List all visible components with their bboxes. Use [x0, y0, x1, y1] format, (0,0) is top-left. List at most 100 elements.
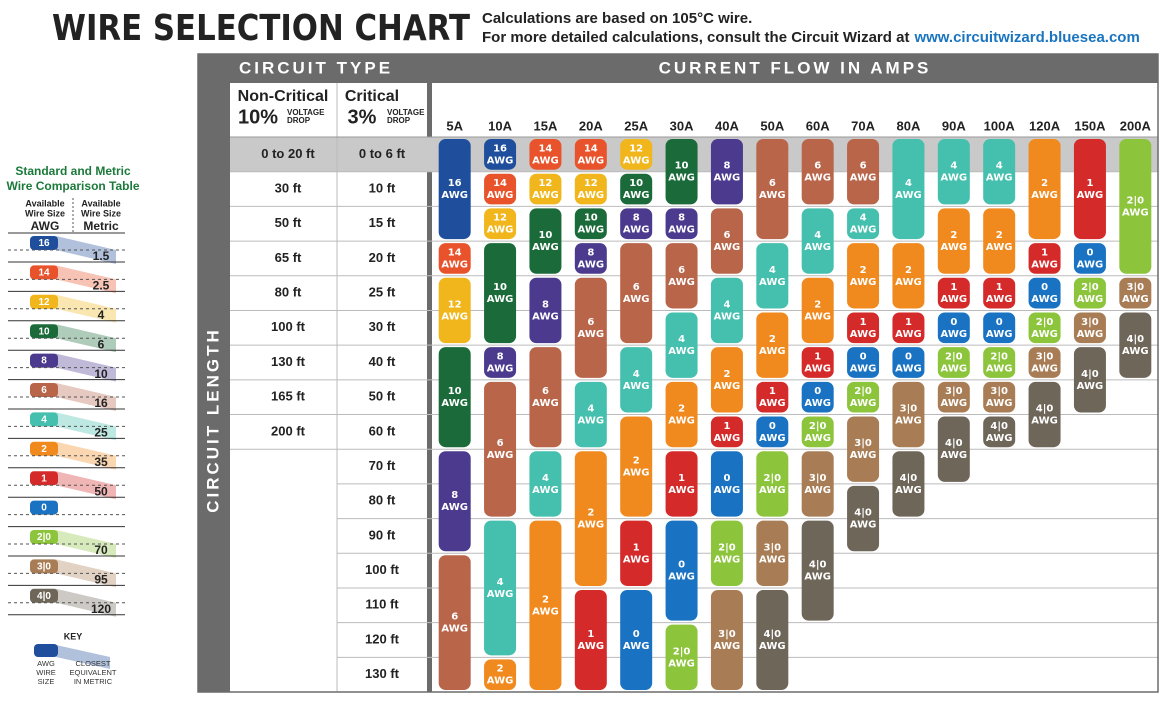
wire-pill: [1073, 243, 1106, 274]
wire-pill: [484, 520, 517, 656]
wire-gauge: 2: [542, 594, 549, 605]
wire-unit: AWG: [623, 294, 650, 305]
voltage-drop: 3%: [348, 106, 377, 128]
wire-gauge: 8: [587, 247, 594, 258]
length: 25 ft: [369, 285, 396, 300]
wire-pill: [1028, 243, 1061, 274]
legend-awg: 2|0: [37, 532, 51, 543]
wire-pill: [756, 312, 789, 378]
wire-pill: [801, 381, 834, 413]
wire-pill: [937, 416, 970, 482]
length: 40 ft: [369, 354, 396, 369]
wire-unit: AWG: [986, 173, 1013, 184]
length: 0 to 20 ft: [261, 146, 315, 161]
wire-unit: AWG: [668, 658, 695, 669]
wire-pill: [937, 347, 970, 378]
wire-gauge: 12: [538, 178, 552, 189]
wire-gauge: 10: [448, 386, 462, 397]
legend-pill: [30, 588, 58, 603]
wire-unit: AWG: [623, 381, 650, 392]
wire-gauge: 4: [769, 265, 776, 276]
legend-metric: 120: [91, 602, 111, 616]
legend-awg: 6: [41, 385, 47, 396]
amp-label: 150A: [1074, 118, 1106, 133]
legend-metric: 25: [94, 426, 108, 440]
wire-unit: AWG: [895, 329, 922, 340]
wire-gauge: 4: [996, 161, 1003, 172]
header-band: [198, 54, 427, 83]
wire-unit: AWG: [714, 554, 741, 565]
wire-unit: AWG: [714, 381, 741, 392]
link[interactable]: www.circuitwizard.bluesea.com: [913, 29, 1139, 46]
wire-pill: [710, 416, 743, 448]
length: 60 ft: [369, 423, 396, 438]
legend-pill: [30, 236, 58, 250]
wire-unit: AWG: [895, 190, 922, 201]
wire-unit: AWG: [532, 606, 559, 617]
wire-unit: AWG: [1031, 259, 1058, 270]
wire-unit: AWG: [895, 277, 922, 288]
wire-unit: AWG: [804, 485, 831, 496]
wire-pill: [438, 277, 471, 344]
length: 50 ft: [369, 389, 396, 404]
wire-unit: AWG: [578, 520, 605, 531]
legend-header: Wire Size: [81, 208, 121, 218]
wire-gauge: 8: [678, 213, 685, 224]
wire-gauge: 4: [587, 404, 594, 415]
wire-pill: [710, 208, 743, 274]
length: 70 ft: [369, 458, 396, 473]
wire-gauge: 1: [587, 629, 594, 640]
legend-awg: 2: [41, 444, 47, 455]
wire-pill: [665, 312, 698, 378]
amp-label: 80A: [897, 118, 921, 133]
legend-awg: 12: [38, 297, 50, 308]
wire-unit: AWG: [1031, 363, 1058, 374]
wire-unit: AWG: [668, 277, 695, 288]
wire-gauge: 4: [678, 334, 685, 345]
wire-pill: [801, 208, 834, 274]
wire-pill: [1073, 139, 1106, 240]
wire-unit: AWG: [1031, 190, 1058, 201]
wire-pill: [529, 208, 562, 274]
wire-unit: AWG: [714, 641, 741, 652]
length: 130 ft: [365, 666, 400, 681]
key-text: IN METRIC: [74, 677, 113, 686]
wire-pill: [438, 451, 471, 552]
wire-gauge: 2|0: [854, 386, 872, 397]
wire-gauge: 0: [1086, 247, 1093, 258]
amp-label: 20A: [579, 118, 603, 133]
wire-unit: AWG: [532, 242, 559, 253]
wire-gauge: 8: [451, 490, 458, 501]
wire-unit: AWG: [850, 277, 877, 288]
wire-unit: AWG: [1031, 329, 1058, 340]
wire-gauge: 10: [675, 161, 689, 172]
wire-pill: [710, 139, 743, 205]
length: 15 ft: [369, 215, 396, 230]
length: 30 ft: [369, 319, 396, 334]
note-text: For more detailed calculations, consult …: [482, 29, 909, 46]
wire-gauge: 3|0: [809, 473, 827, 484]
wire-unit: AWG: [850, 520, 877, 531]
wire-pill: [983, 277, 1016, 309]
wire-pill: [484, 139, 517, 170]
wire-unit: AWG: [895, 363, 922, 374]
wire-gauge: 3|0: [1127, 282, 1145, 293]
wire-gauge: 4|0: [764, 629, 782, 640]
wire-pill: [710, 277, 743, 344]
wire-gauge: 12: [629, 143, 643, 154]
wire-unit: AWG: [850, 398, 877, 409]
wire-gauge: 3|0: [764, 542, 782, 553]
wire-unit: AWG: [804, 433, 831, 444]
voltage-drop-label: DROP: [287, 116, 311, 125]
wire-gauge: 2: [905, 265, 912, 276]
wire-unit: AWG: [1122, 207, 1149, 218]
wire-pill: [574, 589, 607, 690]
legend-pill: [30, 383, 58, 397]
wire-gauge: 8: [542, 299, 549, 310]
wire-pill: [801, 139, 834, 205]
length: 90 ft: [369, 527, 396, 542]
wire-unit: AWG: [895, 485, 922, 496]
wire-gauge: 1: [769, 386, 776, 397]
wire-unit: AWG: [487, 155, 514, 166]
